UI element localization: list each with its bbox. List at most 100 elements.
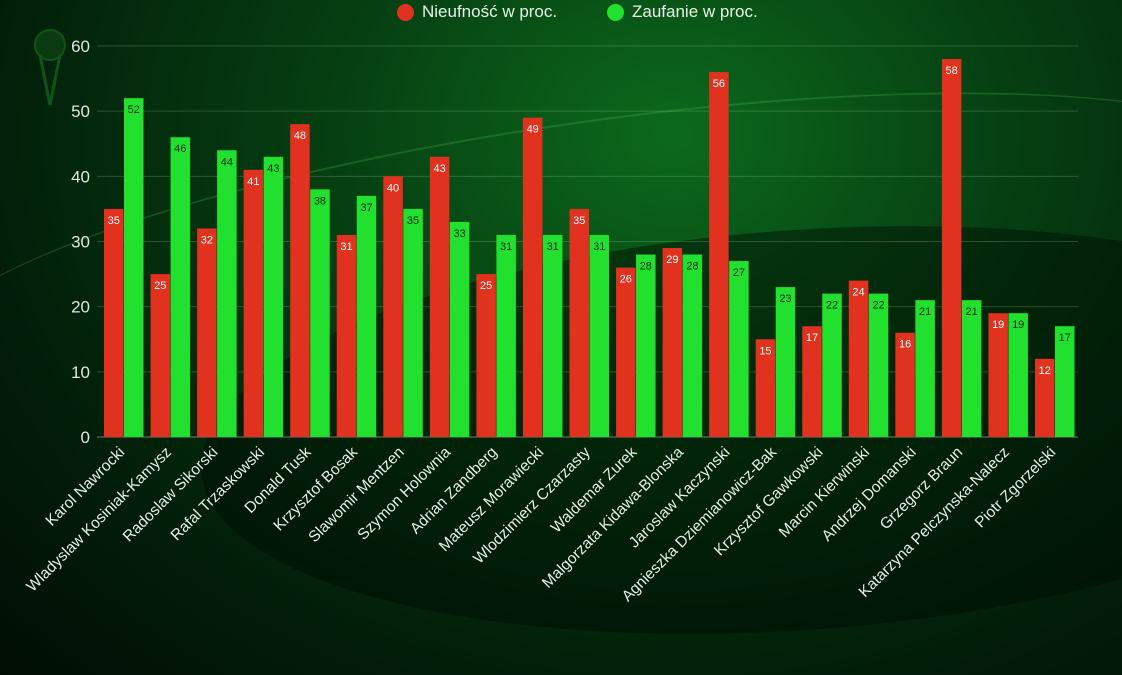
bar [802, 326, 822, 437]
data-label: 21 [966, 306, 978, 318]
bar [895, 332, 915, 437]
data-label: 35 [407, 215, 419, 227]
legend-swatch-green [607, 3, 624, 21]
bar [988, 313, 1008, 437]
y-tick-label: 30 [71, 233, 90, 252]
bar [682, 254, 703, 437]
data-label: 49 [527, 124, 539, 136]
data-label: 44 [221, 156, 233, 168]
x-tick-label: Waldemar Zurek [548, 444, 641, 537]
data-label: 40 [387, 182, 399, 194]
y-tick-label: 20 [71, 298, 90, 317]
bar [197, 228, 217, 437]
data-label: 26 [620, 274, 632, 286]
bar [522, 117, 543, 437]
bar [496, 234, 516, 437]
bar [476, 274, 496, 437]
data-label: 28 [686, 261, 698, 273]
bar [356, 195, 377, 437]
bar [941, 59, 962, 438]
x-tick-label: Adrian Zandberg [407, 444, 501, 538]
bar [822, 293, 842, 437]
bar [1035, 358, 1055, 437]
data-label: 58 [946, 65, 958, 77]
bar [709, 72, 729, 438]
data-label: 35 [573, 215, 585, 227]
bar [263, 156, 284, 438]
data-label: 12 [1039, 365, 1051, 377]
bar [616, 267, 636, 437]
bar [542, 234, 563, 437]
bar [1055, 326, 1075, 437]
data-label: 32 [201, 234, 213, 246]
y-tick-label: 60 [71, 37, 90, 56]
data-label: 33 [453, 228, 465, 240]
y-tick-label: 10 [71, 363, 90, 382]
data-label: 23 [779, 293, 791, 305]
bar [729, 261, 749, 437]
x-tick-label: Karol Nawrocki [43, 444, 129, 530]
bar [150, 274, 171, 437]
data-label: 15 [759, 345, 771, 357]
legend-swatch-red [397, 3, 414, 21]
data-label: 21 [919, 306, 931, 318]
data-label: 48 [294, 130, 306, 142]
data-label: 24 [852, 287, 864, 299]
data-label: 43 [433, 163, 445, 175]
bar [383, 176, 403, 438]
data-label: 17 [806, 332, 818, 344]
data-label: 22 [826, 300, 838, 312]
bar [915, 300, 935, 437]
data-label: 43 [267, 163, 279, 175]
data-label: 25 [480, 280, 492, 292]
bar [403, 208, 423, 437]
data-label: 16 [899, 339, 911, 351]
data-label: 17 [1059, 332, 1071, 344]
data-label: 35 [108, 215, 120, 227]
legend: Nieufność w proc. Zaufanie w proc. [0, 0, 1122, 26]
bar [775, 287, 796, 437]
y-tick-label: 0 [81, 428, 90, 447]
data-label: 56 [713, 78, 725, 90]
x-tick-label: Krzysztof Bosak [270, 444, 361, 535]
bar [636, 254, 656, 437]
y-tick-label: 40 [71, 167, 90, 186]
bar [589, 234, 609, 437]
bar [217, 150, 237, 437]
bar [429, 156, 450, 438]
x-tick-label: Grzegorz Braun [877, 444, 966, 533]
y-tick-label: 50 [71, 102, 90, 121]
data-label: 31 [500, 241, 512, 253]
bar [961, 300, 982, 437]
bar [290, 124, 310, 437]
data-label: 31 [340, 241, 352, 253]
bar [1008, 313, 1028, 437]
data-label: 37 [360, 202, 372, 214]
legend-item-distrust: Nieufność w proc. [397, 2, 557, 22]
bar [170, 137, 191, 437]
bar [569, 208, 589, 437]
data-label: 22 [872, 300, 884, 312]
data-label: 25 [154, 280, 166, 292]
bar [243, 169, 264, 438]
data-label: 52 [128, 104, 140, 116]
data-label: 31 [593, 241, 605, 253]
data-label: 46 [174, 143, 186, 155]
bar [848, 280, 869, 437]
data-label: 41 [247, 176, 259, 188]
data-label: 28 [640, 261, 652, 273]
bar [124, 98, 144, 437]
data-label: 38 [314, 195, 326, 207]
bar [868, 293, 889, 437]
legend-label: Zaufanie w proc. [632, 2, 758, 21]
data-label: 29 [666, 254, 678, 266]
x-tick-label: Piotr Zgorzelski [972, 444, 1060, 532]
data-label: 19 [992, 319, 1004, 331]
bar [662, 248, 683, 437]
bar [449, 221, 470, 437]
legend-label: Nieufność w proc. [422, 2, 558, 21]
data-label: 27 [733, 267, 745, 279]
data-label: 19 [1012, 319, 1024, 331]
bar [755, 339, 776, 437]
